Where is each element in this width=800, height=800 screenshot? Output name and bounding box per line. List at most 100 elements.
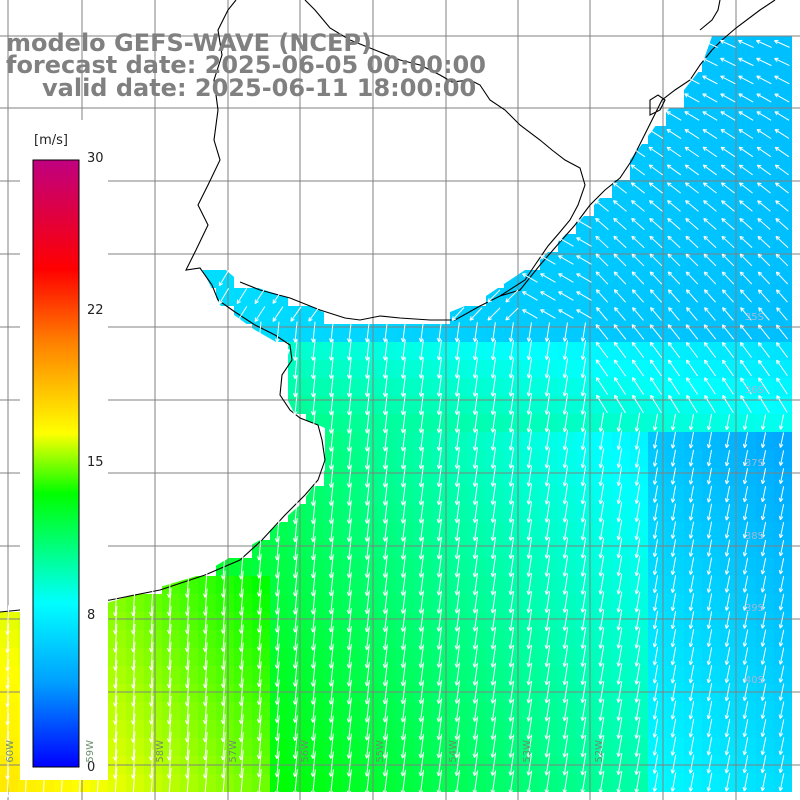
speed-cell <box>288 684 306 702</box>
wind-arrow <box>634 699 641 721</box>
speed-cell <box>486 324 504 342</box>
speed-cell <box>486 648 504 666</box>
wind-arrow <box>508 340 514 361</box>
speed-cell <box>756 612 774 630</box>
wind-arrow <box>758 359 770 377</box>
speed-cell <box>702 522 720 540</box>
speed-cell <box>414 630 432 648</box>
wind-arrow <box>778 683 785 701</box>
wind-arrow <box>329 321 334 343</box>
wind-arrow <box>650 307 662 321</box>
speed-cell <box>648 558 666 576</box>
speed-cell <box>522 684 540 702</box>
wind-arrow <box>778 557 785 575</box>
wind-arrow <box>742 521 749 539</box>
speed-cell <box>342 576 360 594</box>
speed-cell <box>738 36 756 54</box>
lat-label-39s: 39S <box>744 603 764 614</box>
speed-cell <box>0 612 18 630</box>
wind-arrow <box>454 447 460 469</box>
wind-arrow <box>436 698 443 722</box>
wind-arrow <box>364 482 370 506</box>
wind-arrow <box>722 395 734 413</box>
speed-cell <box>414 378 432 396</box>
speed-cell <box>666 576 684 594</box>
wind-arrow <box>667 341 681 358</box>
speed-cell <box>594 522 612 540</box>
speed-cell <box>720 702 738 720</box>
wind-arrow <box>775 218 789 230</box>
speed-cell <box>720 666 738 684</box>
speed-cell <box>594 576 612 594</box>
wind-arrow <box>490 626 497 650</box>
wind-arrow <box>724 414 731 431</box>
wind-arrow <box>688 736 695 756</box>
wind-arrow <box>508 716 515 740</box>
wind-arrow <box>580 573 587 595</box>
speed-cell <box>702 414 720 432</box>
wind-arrow <box>594 200 609 212</box>
wind-arrow <box>776 395 788 413</box>
wind-arrow <box>580 645 587 667</box>
speed-cell <box>198 648 216 666</box>
wind-arrow <box>558 255 574 265</box>
speed-cell <box>486 738 504 756</box>
wind-arrow <box>738 57 754 67</box>
wind-arrow <box>721 342 735 358</box>
speed-cell <box>126 666 144 684</box>
speed-cell <box>342 774 360 792</box>
wind-arrow <box>184 767 190 797</box>
wind-arrow <box>688 485 695 503</box>
wind-arrow <box>272 288 284 304</box>
speed-cell <box>234 630 252 648</box>
speed-cell <box>342 486 360 504</box>
wind-arrow <box>364 733 370 759</box>
wind-arrow <box>760 647 767 665</box>
speed-cell <box>450 576 468 594</box>
wind-arrow <box>778 522 785 539</box>
speed-cell <box>306 612 324 630</box>
speed-cell <box>774 504 792 522</box>
speed-cell <box>468 522 486 540</box>
wind-arrow <box>685 289 698 303</box>
speed-cell <box>198 684 216 702</box>
speed-cell <box>288 306 306 324</box>
speed-cell <box>630 576 648 594</box>
wind-arrow <box>418 375 424 397</box>
wind-arrow <box>776 289 788 303</box>
wind-arrow <box>616 609 623 631</box>
wind-arrow <box>508 734 515 758</box>
wind-arrow <box>739 200 753 212</box>
wind-arrow <box>598 609 605 631</box>
wind-arrow <box>596 307 608 321</box>
speed-cell <box>630 684 648 702</box>
speed-cell <box>720 774 738 792</box>
speed-cell <box>756 36 774 54</box>
speed-cell <box>558 360 576 378</box>
speed-cell <box>522 738 540 756</box>
wind-arrow <box>667 200 681 212</box>
speed-cell <box>540 324 558 342</box>
wind-arrow <box>757 200 771 212</box>
speed-cell <box>270 648 288 666</box>
wind-arrow <box>292 769 298 796</box>
wind-arrow <box>382 536 388 560</box>
speed-cell <box>720 36 738 54</box>
wind-arrow <box>613 324 627 340</box>
wind-arrow <box>598 770 605 794</box>
wind-arrow <box>436 536 442 560</box>
wind-arrow <box>472 393 478 415</box>
speed-cell <box>288 702 306 720</box>
speed-cell <box>774 414 792 432</box>
wind-arrow <box>454 429 460 451</box>
wind-arrow <box>472 662 479 686</box>
wind-arrow <box>739 235 753 249</box>
speed-cell <box>126 648 144 666</box>
wind-arrow <box>562 465 569 487</box>
speed-cell <box>252 558 270 576</box>
speed-cell <box>306 702 324 720</box>
wind-arrow <box>775 235 789 249</box>
wind-arrow <box>472 322 478 343</box>
speed-cell <box>720 630 738 648</box>
wind-arrow <box>418 751 425 777</box>
